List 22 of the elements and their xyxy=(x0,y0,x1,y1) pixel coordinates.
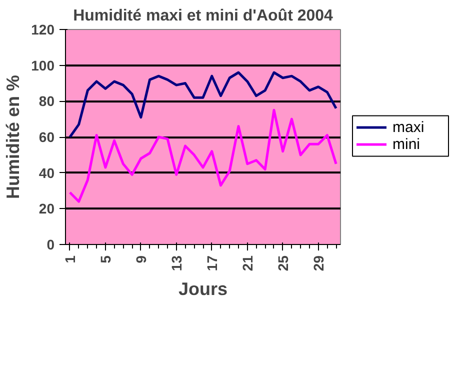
x-tick-label: 13 xyxy=(168,255,184,272)
x-tick-label: 25 xyxy=(274,255,291,272)
y-tick-label: 60 xyxy=(38,129,55,145)
x-axis-title: Jours xyxy=(178,279,228,300)
x-tick-label: 17 xyxy=(204,255,220,272)
legend-label: mini xyxy=(392,136,420,154)
x-tick-label: 21 xyxy=(239,255,256,272)
y-tick-label: 0 xyxy=(46,236,55,252)
y-tick-label: 120 xyxy=(31,22,55,38)
line-series xyxy=(68,108,338,203)
y-tick-label: 20 xyxy=(38,200,55,217)
line-series xyxy=(68,71,338,138)
x-tick-label: 1 xyxy=(62,255,78,264)
x-tick-label: 5 xyxy=(97,255,114,264)
chart-title: Humidité maxi et mini d'Août 2004 xyxy=(73,8,334,24)
x-tick-label: 29 xyxy=(310,255,326,272)
y-tick-label: 80 xyxy=(38,93,55,110)
x-tick-label: 9 xyxy=(132,255,149,264)
legend-label: maxi xyxy=(392,118,424,136)
y-tick-label: 40 xyxy=(38,164,55,181)
y-axis-title: Humidité en % xyxy=(3,74,24,200)
y-tick-label: 100 xyxy=(31,57,55,74)
